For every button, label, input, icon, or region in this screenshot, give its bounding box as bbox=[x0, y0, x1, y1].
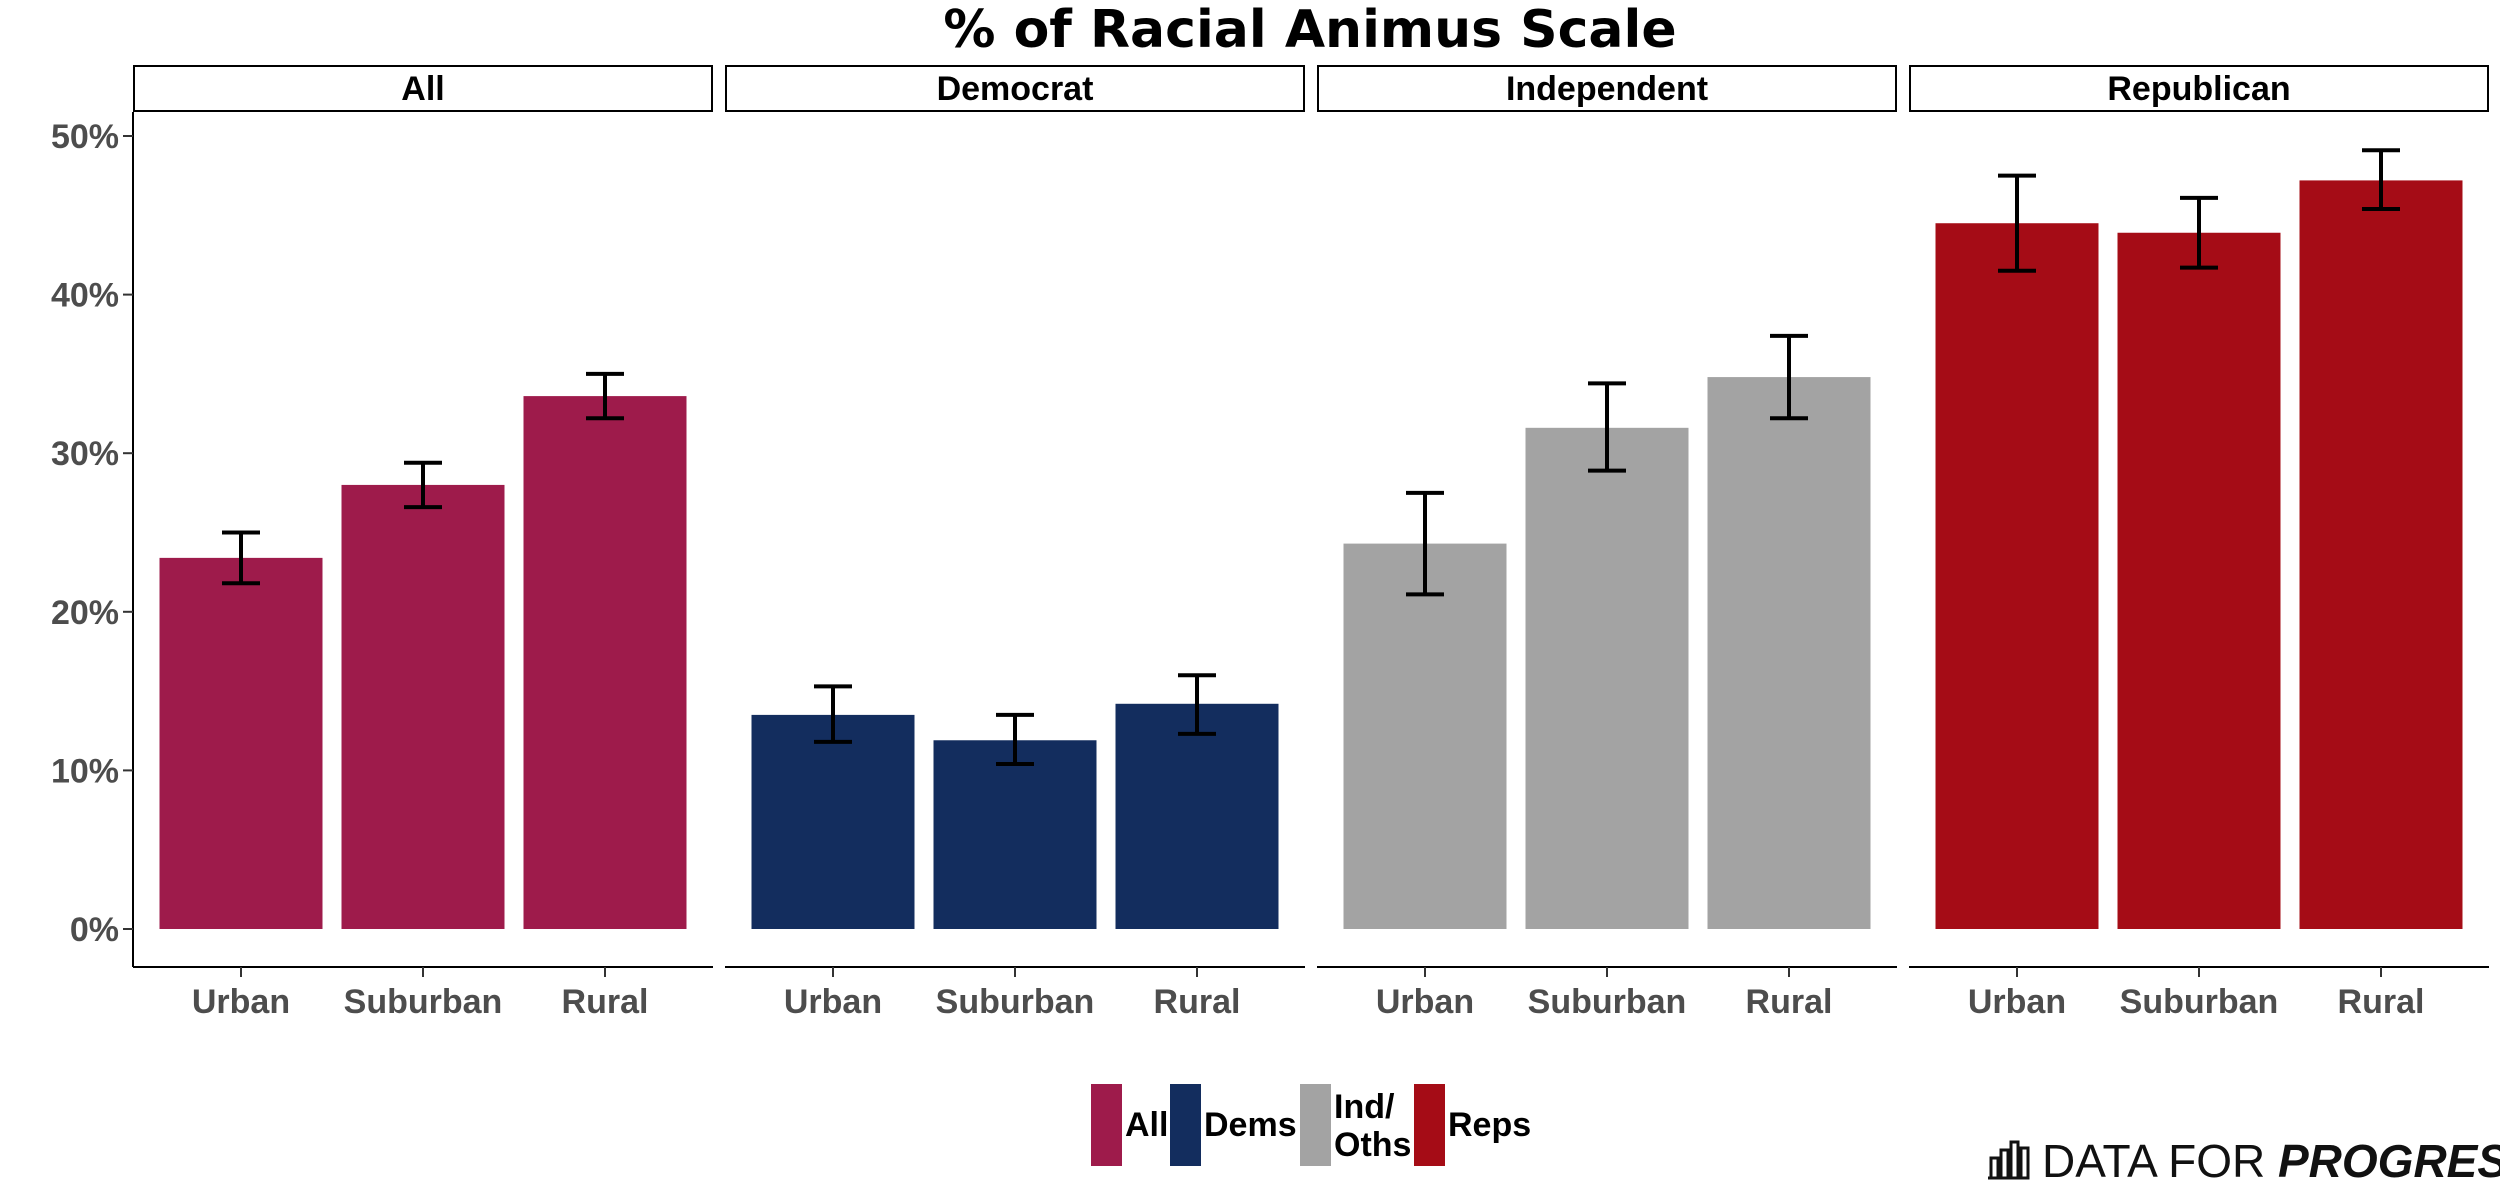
chart-title: % of Racial Animus Scale bbox=[943, 0, 1676, 60]
brand-logo: DATA FOR PROGRESS bbox=[1988, 1135, 2500, 1187]
legend-label: Ind/Oths bbox=[1334, 1088, 1411, 1164]
x-tick-label: Rural bbox=[562, 983, 649, 1021]
y-tick-label: 40% bbox=[51, 277, 119, 315]
legend-label: Reps bbox=[1448, 1106, 1531, 1144]
x-tick-label: Suburban bbox=[936, 983, 1095, 1021]
bar-independent-urban bbox=[1343, 543, 1507, 929]
error-bar bbox=[814, 684, 852, 744]
x-tick-label: Urban bbox=[1376, 983, 1474, 1021]
facet-strip bbox=[133, 65, 713, 112]
error-bar bbox=[2180, 195, 2218, 270]
error-bar bbox=[1588, 381, 1626, 473]
bar-republican-rural bbox=[2299, 180, 2463, 929]
facet-strip bbox=[1909, 65, 2489, 112]
legend-item: Reps bbox=[1414, 1084, 1531, 1166]
legend-swatch bbox=[1300, 1084, 1331, 1166]
error-bar bbox=[1998, 173, 2036, 273]
x-tick-label: Urban bbox=[784, 983, 882, 1021]
brand-bold-text: PROGRESS bbox=[2278, 1135, 2500, 1187]
x-tick-label: Urban bbox=[1968, 983, 2066, 1021]
bar-chart-logo-icon bbox=[1988, 1140, 2030, 1180]
legend: All Dems Ind/Oths Reps bbox=[1091, 1084, 1531, 1166]
y-tick-label: 0% bbox=[70, 911, 119, 949]
legend-item: All bbox=[1091, 1084, 1168, 1166]
x-tick-label: Rural bbox=[1154, 983, 1241, 1021]
bar-all-urban bbox=[159, 557, 323, 929]
x-tick-label: Urban bbox=[192, 983, 290, 1021]
bar-democrat-urban bbox=[751, 714, 915, 929]
error-bar bbox=[1770, 333, 1808, 421]
bar-republican-suburban bbox=[2117, 232, 2281, 930]
x-tick-label: Rural bbox=[2338, 983, 2425, 1021]
bar-independent-rural bbox=[1707, 377, 1871, 929]
y-tick-label: 10% bbox=[51, 752, 119, 790]
facet-strip bbox=[1317, 65, 1897, 112]
facet-strip-label: Republican bbox=[2107, 70, 2290, 108]
y-tick-label: 20% bbox=[51, 594, 119, 632]
legend-swatch bbox=[1091, 1084, 1122, 1166]
y-tick-label: 50% bbox=[51, 118, 119, 156]
y-axis: 0% 10% 20% 30% 40% 50% bbox=[51, 112, 134, 967]
x-tick-label: Suburban bbox=[344, 983, 503, 1021]
error-bar bbox=[222, 530, 260, 586]
error-bar bbox=[2362, 148, 2400, 211]
legend-swatch bbox=[1414, 1084, 1445, 1166]
panel-all: All Urban Suburban Rural bbox=[133, 65, 713, 1021]
facet-strip-label: Independent bbox=[1506, 70, 1708, 108]
panel-independent: Independent Urban Suburban Rural bbox=[1317, 65, 1897, 1021]
y-tick-label: 30% bbox=[51, 435, 119, 473]
brand-wordmark: DATA FOR PROGRESS bbox=[2042, 1135, 2500, 1187]
bar-all-suburban bbox=[341, 484, 505, 929]
facet-strip bbox=[725, 65, 1305, 112]
legend-label: All bbox=[1125, 1106, 1168, 1144]
bar-democrat-rural bbox=[1115, 703, 1279, 929]
error-bar bbox=[404, 460, 442, 510]
legend-item: Ind/Oths bbox=[1300, 1084, 1411, 1166]
facet-panels: All Urban Suburban Rural Democrat Urban Suburb… bbox=[133, 65, 2489, 1021]
error-bar bbox=[1178, 673, 1216, 736]
facet-strip-label: All bbox=[401, 70, 444, 108]
error-bar bbox=[996, 712, 1034, 767]
brand-light-text: DATA FOR bbox=[2042, 1135, 2278, 1187]
error-bar bbox=[1406, 490, 1444, 597]
panel-democrat: Democrat Urban Suburban Rural bbox=[725, 65, 1305, 1021]
bar-republican-urban bbox=[1935, 223, 2099, 930]
panel-republican: Republican Urban Suburban Rural bbox=[1909, 65, 2489, 1021]
bar-all-rural bbox=[523, 396, 687, 929]
legend-swatch bbox=[1170, 1084, 1201, 1166]
legend-label: Dems bbox=[1204, 1106, 1297, 1144]
x-tick-label: Rural bbox=[1746, 983, 1833, 1021]
bar-democrat-suburban bbox=[933, 740, 1097, 929]
facet-strip-label: Democrat bbox=[937, 70, 1094, 108]
bar-independent-suburban bbox=[1525, 427, 1689, 929]
error-bar bbox=[586, 371, 624, 421]
legend-item: Dems bbox=[1170, 1084, 1297, 1166]
x-tick-label: Suburban bbox=[2120, 983, 2279, 1021]
x-tick-label: Suburban bbox=[1528, 983, 1687, 1021]
